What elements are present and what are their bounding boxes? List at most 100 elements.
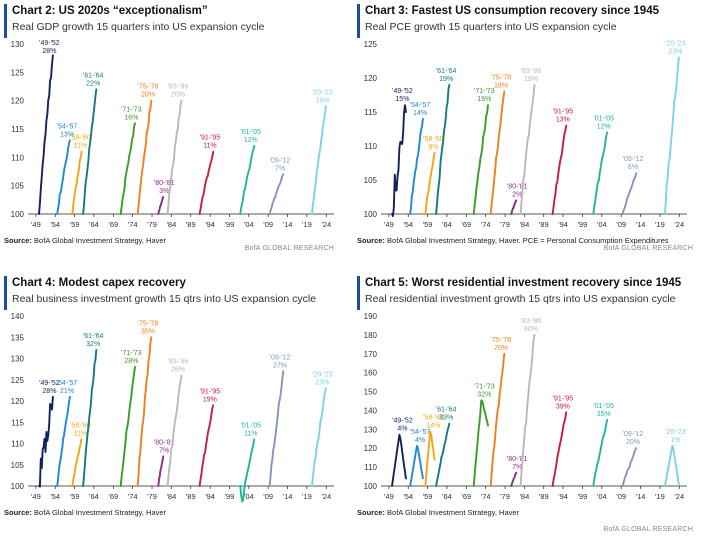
y-tick-label: 110 (11, 153, 24, 162)
series-pct-label: 32% (86, 341, 100, 348)
source-text: BofA Global Investment Strategy, Haver (34, 508, 167, 517)
series-label: '75-'78 (138, 320, 159, 327)
x-tick-label: '04 (597, 492, 607, 501)
chart-subtitle: Real PCE growth 15 quarters into US expa… (365, 21, 617, 33)
series-label: '91-'95 (553, 109, 574, 116)
series-label: '58-'60 (70, 422, 91, 429)
series-pct-label: 13% (60, 131, 74, 138)
chart-title: Chart 3: Fastest US consumption recovery… (365, 5, 659, 17)
research-credit: BofA GLOBAL RESEARCH (244, 245, 334, 252)
chart-plot: 100 105 110 115 120 125 130 135 140 '49 '54 '59 '64 '… (11, 312, 334, 503)
series-label: '20-'23 (665, 41, 686, 48)
series-pct-label: 20% (626, 439, 640, 446)
x-tick-label: '84 (519, 220, 529, 229)
series-pct-label: 16% (124, 114, 138, 121)
series-label: '61-'64 (436, 407, 457, 414)
x-tick-label: '94 (205, 220, 215, 229)
y-tick-label: 115 (364, 108, 377, 117)
y-tick-label: 190 (364, 312, 378, 321)
series-pct-label: 80% (524, 326, 538, 333)
title-accent-bar (4, 4, 7, 38)
x-tick-label: '59 (70, 492, 80, 501)
series-label: '09-'12 (623, 431, 644, 438)
chart-subtitle: Real residential investment growth 15 qt… (365, 293, 676, 305)
series-pct-label: 6% (628, 164, 638, 171)
series-pct-label: 12% (597, 123, 611, 130)
y-tick-label: 125 (11, 68, 25, 77)
y-tick-label: 115 (11, 125, 24, 134)
series-label: '83-'86 (521, 68, 542, 75)
y-tick-label: 180 (364, 331, 378, 340)
series-label: '58-'60 (70, 135, 91, 142)
series-pct-label: 32% (477, 391, 491, 398)
x-tick-label: '64 (89, 220, 99, 229)
source-text: BofA Global Investment Strategy, Haver (387, 508, 520, 517)
series-label: '61-'64 (83, 333, 104, 340)
chart-source: Source: BofA Global Investment Strategy,… (4, 236, 166, 245)
series-pct-label: 9% (428, 144, 438, 151)
x-tick-label: '24 (674, 492, 684, 501)
series-pct-label: 23% (668, 49, 682, 56)
series-line (82, 88, 98, 215)
series-pct-label: 39% (556, 403, 570, 410)
series-line (592, 418, 609, 487)
series-line (424, 151, 436, 215)
x-tick-label: '09 (263, 492, 273, 501)
x-tick-label: '09 (616, 492, 626, 501)
x-tick-label: '69 (461, 220, 471, 229)
chart-subtitle: Real GDP growth 15 quarters into US expa… (12, 21, 265, 33)
x-tick-label: '74 (481, 220, 491, 229)
x-tick-label: '59 (70, 220, 80, 229)
series-pct-label: 19% (203, 396, 217, 403)
y-tick-label: 140 (364, 406, 378, 415)
series-line (519, 83, 536, 215)
series-line (71, 150, 83, 215)
series-line (71, 438, 83, 487)
source-label: Source: (357, 508, 385, 517)
x-tick-label: '54 (403, 220, 413, 229)
series-pct-label: 35% (141, 328, 155, 335)
series-pct-label: 4% (415, 437, 425, 444)
x-tick-label: '99 (578, 492, 588, 501)
x-tick-label: '64 (442, 220, 452, 229)
series-line (435, 83, 451, 215)
series-label: '71-'73 (474, 88, 495, 95)
series-pct-label: 19% (524, 76, 538, 83)
series-pct-label: 28% (42, 388, 56, 395)
series-line (510, 199, 518, 215)
x-tick-label: '14 (283, 220, 293, 229)
series-pct-label: 22% (86, 80, 100, 87)
y-tick-label: 150 (364, 388, 378, 397)
series-label: '75-'78 (491, 337, 512, 344)
series-pct-label: 21% (60, 388, 74, 395)
x-tick-label: '59 (423, 220, 433, 229)
x-tick-label: '49 (31, 220, 41, 229)
y-tick-label: 130 (11, 40, 25, 49)
chart-source: Source: BofA Global Investment Strategy,… (357, 508, 519, 517)
x-tick-label: '14 (636, 492, 646, 501)
series-label: '01-'05 (240, 129, 261, 136)
series-label: '83-'86 (168, 84, 189, 91)
y-tick-label: 125 (11, 376, 25, 385)
series-line (310, 387, 327, 487)
y-tick-label: 135 (11, 333, 25, 342)
series-label: '71-'73 (474, 383, 495, 390)
series-pct-label: 11% (74, 430, 88, 437)
y-tick-label: 140 (11, 312, 25, 321)
x-tick-label: '54 (50, 220, 60, 229)
research-credit: BofA GLOBAL RESEARCH (603, 526, 693, 533)
series-pct-label: 27% (273, 362, 287, 369)
series-label: '49-'52 (39, 380, 60, 387)
source-label: Source: (4, 236, 32, 245)
x-tick-label: '19 (302, 220, 312, 229)
x-tick-label: '04 (244, 492, 254, 501)
series-label: '91-'95 (200, 135, 221, 142)
series-label: '80-'81 (507, 183, 528, 190)
series-pct-label: 7% (512, 464, 522, 471)
x-tick-label: '74 (128, 492, 138, 501)
series-pct-label: 23% (315, 379, 329, 386)
series-line (621, 172, 638, 215)
series-pct-label: 15% (395, 96, 409, 103)
x-tick-label: '19 (655, 492, 665, 501)
series-line (157, 455, 165, 487)
